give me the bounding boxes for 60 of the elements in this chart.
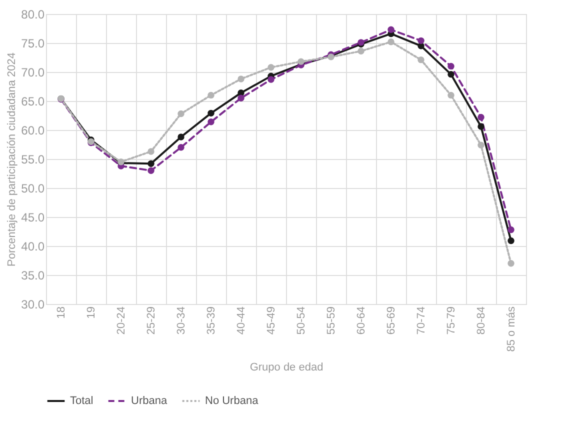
legend-label: Urbana — [131, 395, 168, 407]
point — [208, 92, 214, 99]
x-tick-label: 20-24 — [116, 306, 128, 335]
point — [238, 76, 244, 82]
point — [508, 260, 514, 267]
x-tick-label: 40-44 — [236, 306, 248, 335]
y-tick-label: 55.0 — [21, 152, 45, 166]
y-tick-label: 80.0 — [21, 8, 45, 22]
x-tick-label: 75-79 — [446, 306, 458, 335]
y-tick-label: 35.0 — [21, 268, 45, 282]
point — [148, 148, 154, 155]
point — [508, 226, 514, 234]
point — [508, 237, 514, 244]
point — [358, 48, 364, 54]
x-tick-label: 30-34 — [176, 306, 188, 335]
point — [238, 94, 244, 102]
point — [448, 70, 454, 78]
point — [418, 56, 424, 64]
point — [388, 26, 394, 34]
point — [268, 76, 274, 83]
x-tick-label: 18 — [56, 306, 68, 319]
legend-label: Total — [70, 395, 94, 407]
x-tick-label: 45-49 — [266, 306, 278, 335]
point — [388, 38, 394, 46]
point — [178, 134, 184, 140]
point — [448, 92, 454, 99]
point — [148, 160, 154, 167]
x-tick-label: 70-74 — [416, 306, 428, 335]
x-axis-title: Grupo de edad — [250, 362, 324, 374]
x-tick-label: 19 — [86, 306, 98, 319]
point — [478, 123, 484, 130]
y-tick-label: 45.0 — [21, 210, 45, 224]
x-tick-label: 80-84 — [476, 306, 488, 335]
y-tick-label: 75.0 — [21, 36, 45, 50]
point — [208, 110, 214, 117]
y-tick-label: 60.0 — [21, 124, 45, 138]
point — [478, 114, 484, 121]
y-tick-label: 30.0 — [21, 298, 45, 312]
x-tick-label: 50-54 — [296, 306, 308, 335]
point — [298, 58, 304, 65]
point — [178, 110, 184, 118]
y-tick-label: 50.0 — [21, 182, 45, 196]
point — [418, 37, 424, 44]
point — [178, 144, 184, 151]
x-tick-label: 65-69 — [386, 306, 398, 335]
legend-label: No Urbana — [205, 395, 260, 407]
x-tick-label: 25-29 — [146, 306, 158, 335]
y-tick-label: 40.0 — [21, 240, 45, 254]
point — [268, 64, 274, 71]
x-tick-label: 85 o más — [506, 306, 518, 352]
point — [448, 62, 454, 70]
x-tick-label: 35-39 — [206, 306, 218, 335]
x-tick-label: 55-59 — [326, 306, 338, 335]
point — [208, 118, 214, 126]
y-tick-label: 65.0 — [21, 94, 45, 108]
y-axis-title: Porcentaje de participación ciudadana 2024 — [6, 52, 18, 267]
point — [478, 142, 484, 148]
y-tick-label: 70.0 — [21, 66, 45, 80]
point — [148, 167, 154, 174]
x-tick-label: 60-64 — [356, 306, 368, 335]
